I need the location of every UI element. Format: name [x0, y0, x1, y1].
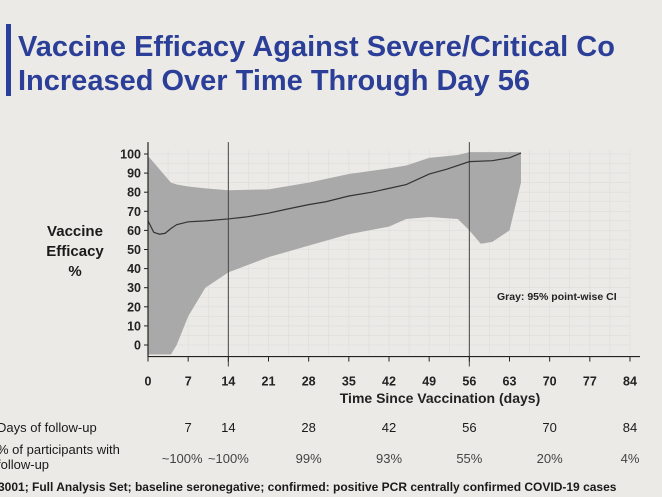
days-cell: 28 — [301, 420, 316, 435]
title-line-1: Vaccine Efficacy Against Severe/Critical… — [18, 31, 615, 63]
efficacy-line — [147, 152, 522, 235]
y-tick-label: 90 — [127, 167, 141, 181]
percent-cell: 55% — [456, 451, 483, 466]
x-tick-label: 63 — [503, 375, 517, 389]
x-tick-label: 84 — [623, 375, 637, 389]
accent-bar — [6, 24, 11, 96]
y-tick-label: 20 — [127, 300, 141, 314]
percent-cell: ~100% — [207, 451, 249, 466]
title-line-2: Increased Over Time Through Day 56 — [18, 65, 530, 97]
y-label-line: Efficacy — [46, 243, 104, 260]
x-tick-label: 42 — [382, 375, 396, 389]
y-tick-label: 40 — [127, 262, 141, 276]
percent-cell: 93% — [375, 451, 403, 466]
x-tick-label: 77 — [583, 375, 597, 389]
x-axis-title: Time Since Vaccination (days) — [340, 390, 540, 406]
x-tick-label: 0 — [145, 375, 152, 389]
percent-cell: 20% — [536, 451, 563, 466]
slide-title: Vaccine Efficacy Against Severe/Critical… — [18, 30, 615, 98]
footnote: 3001; Full Analysis Set; baseline serone… — [0, 480, 617, 494]
days-cell: 42 — [381, 420, 397, 435]
y-tick-label: 30 — [127, 281, 141, 295]
ci-annotation: Gray: 95% point-wise CI — [497, 291, 617, 303]
x-tick-label: 28 — [302, 375, 316, 389]
percent-cell: ~100% — [161, 451, 203, 466]
days-cell: 14 — [221, 420, 236, 435]
x-tick-label: 70 — [543, 375, 557, 389]
y-tick-label: 70 — [127, 205, 141, 219]
percent-cell: 99% — [295, 451, 322, 466]
y-tick-label: 80 — [127, 186, 141, 200]
days-cell: 7 — [184, 420, 192, 435]
days-cell: 70 — [542, 420, 557, 435]
days-row-label: Days of follow-up — [0, 420, 97, 435]
x-tick-label: 7 — [185, 375, 192, 389]
y-tick-label: 50 — [127, 243, 141, 257]
x-tick-label: 35 — [342, 375, 356, 389]
confidence-band — [148, 152, 521, 355]
percent-cell: 4% — [620, 451, 640, 466]
percent-row-label-2: follow-up — [0, 457, 50, 472]
x-tick-label: 49 — [422, 375, 436, 389]
y-tick-label: 10 — [127, 319, 141, 333]
days-cell: 84 — [622, 420, 638, 435]
y-label-line: Vaccine — [47, 223, 103, 240]
y-axis-label: Vaccine Efficacy % — [30, 222, 120, 282]
y-label-line: % — [68, 263, 82, 280]
y-tick-label: 0 — [134, 339, 141, 353]
x-tick-label: 14 — [221, 375, 235, 389]
y-tick-label: 60 — [127, 224, 141, 238]
x-tick-label: 21 — [262, 375, 276, 389]
x-tick-label: 56 — [462, 375, 476, 389]
y-tick-label: 100 — [120, 148, 141, 162]
days-cell: 56 — [462, 420, 477, 435]
percent-row-label: % of participants with — [0, 442, 120, 457]
